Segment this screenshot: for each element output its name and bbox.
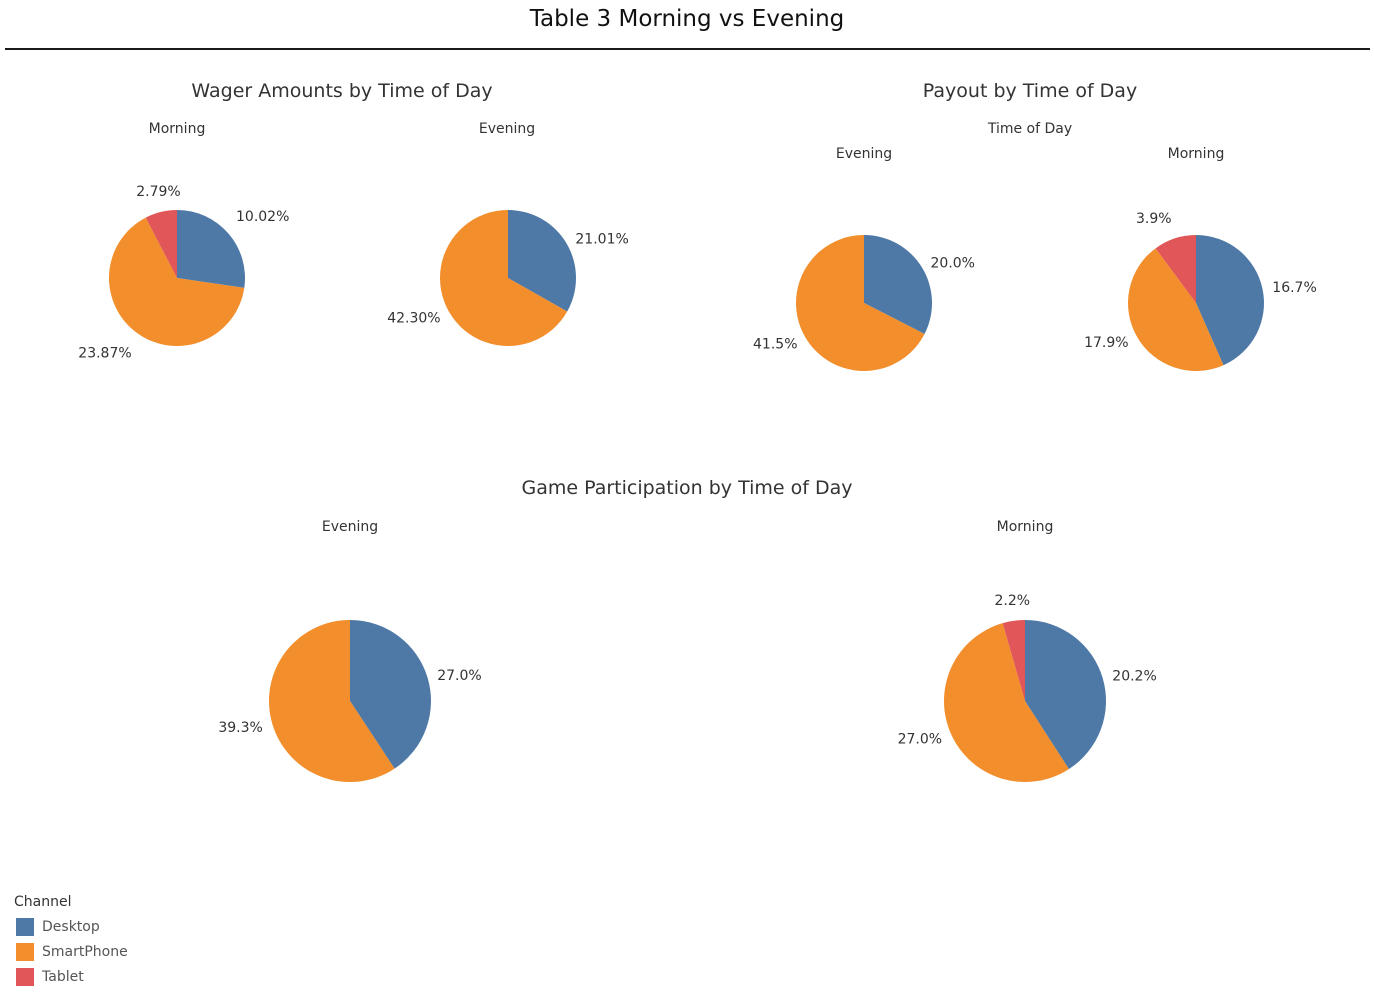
- wager-section-title: Wager Amounts by Time of Day: [191, 80, 493, 102]
- legend-item-desktop[interactable]: Desktop: [14, 914, 128, 939]
- payout-time-of-day-header: Time of Day: [987, 121, 1073, 137]
- participation-section-title: Game Participation by Time of Day: [521, 477, 853, 499]
- game-morning-label-desktop: 20.2%: [1112, 668, 1156, 684]
- channel-legend: Channel Desktop SmartPhone Tablet: [14, 894, 128, 989]
- wager-evening-header: Evening: [478, 121, 536, 137]
- game-evening-label-smartphone: 39.3%: [218, 720, 262, 736]
- wager-morning-header: Morning: [148, 121, 206, 137]
- payout-evening-label-smartphone: 41.5%: [753, 337, 797, 353]
- game-morning-slice-desktop[interactable]: [1025, 620, 1107, 770]
- wager-morning-slice-smartphone[interactable]: [109, 217, 245, 346]
- legend-item-smartphone[interactable]: SmartPhone: [14, 939, 128, 964]
- payout-morning-header: Morning: [1167, 146, 1225, 162]
- wager-evening-label-smartphone: 42.30%: [387, 310, 440, 326]
- payout-morning-pie: 16.7% 17.9% 3.9%: [1084, 211, 1317, 372]
- payout-evening-slice-smartphone[interactable]: [795, 235, 925, 372]
- legend-swatch-smartphone: [16, 942, 34, 961]
- legend-label-tablet: Tablet: [42, 968, 84, 985]
- title-divider: [5, 48, 1370, 50]
- payout-evening-label-desktop: 20.0%: [931, 255, 975, 271]
- game-morning-slice-smartphone[interactable]: [944, 623, 1069, 782]
- game-morning-label-smartphone: 27.0%: [898, 732, 942, 748]
- game-morning-pie: 20.2% 27.0% 2.2%: [898, 593, 1157, 782]
- game-morning-label-tablet: 2.2%: [995, 593, 1031, 609]
- legend-label-smartphone: SmartPhone: [42, 943, 128, 960]
- game-evening-slice-smartphone[interactable]: [269, 620, 395, 783]
- legend-swatch-desktop: [16, 917, 34, 936]
- legend-swatch-tablet: [16, 967, 34, 986]
- payout-morning-label-tablet: 3.9%: [1136, 211, 1172, 227]
- payout-evening-slice-desktop[interactable]: [864, 235, 932, 334]
- wager-morning-slice-desktop[interactable]: [177, 210, 245, 288]
- dashboard-title: Table 3 Morning vs Evening: [529, 6, 845, 32]
- wager-morning-label-tablet: 2.79%: [136, 184, 180, 200]
- game-evening-pie: 27.0% 39.3%: [218, 620, 482, 783]
- wager-evening-slice-desktop[interactable]: [508, 210, 577, 312]
- payout-evening-header: Evening: [835, 146, 893, 162]
- wager-evening-pie: 21.01% 42.30%: [387, 210, 629, 346]
- wager-morning-label-smartphone: 23.87%: [78, 346, 131, 362]
- wager-morning-label-desktop: 10.02%: [236, 209, 289, 225]
- wager-evening-slice-smartphone[interactable]: [440, 210, 568, 346]
- wager-evening-label-desktop: 21.01%: [575, 232, 628, 248]
- legend-title: Channel: [14, 894, 72, 910]
- participation-evening-header: Evening: [321, 519, 379, 535]
- payout-morning-slice-tablet[interactable]: [1155, 235, 1196, 303]
- game-evening-slice-desktop[interactable]: [350, 620, 432, 769]
- payout-morning-slice-desktop[interactable]: [1196, 235, 1264, 366]
- participation-morning-header: Morning: [996, 519, 1054, 535]
- legend-label-desktop: Desktop: [42, 918, 100, 935]
- wager-morning-slice-tablet[interactable]: [145, 210, 177, 278]
- game-morning-slice-tablet[interactable]: [1002, 620, 1025, 701]
- payout-morning-label-smartphone: 17.9%: [1084, 335, 1128, 351]
- payout-morning-label-desktop: 16.7%: [1272, 280, 1316, 296]
- legend-item-tablet[interactable]: Tablet: [14, 964, 128, 989]
- wager-morning-pie: 10.02% 23.87% 2.79%: [78, 184, 289, 361]
- payout-morning-slice-smartphone[interactable]: [1127, 248, 1224, 372]
- game-evening-label-desktop: 27.0%: [437, 668, 481, 684]
- payout-section-title: Payout by Time of Day: [922, 80, 1138, 102]
- payout-evening-pie: 20.0% 41.5%: [753, 235, 975, 372]
